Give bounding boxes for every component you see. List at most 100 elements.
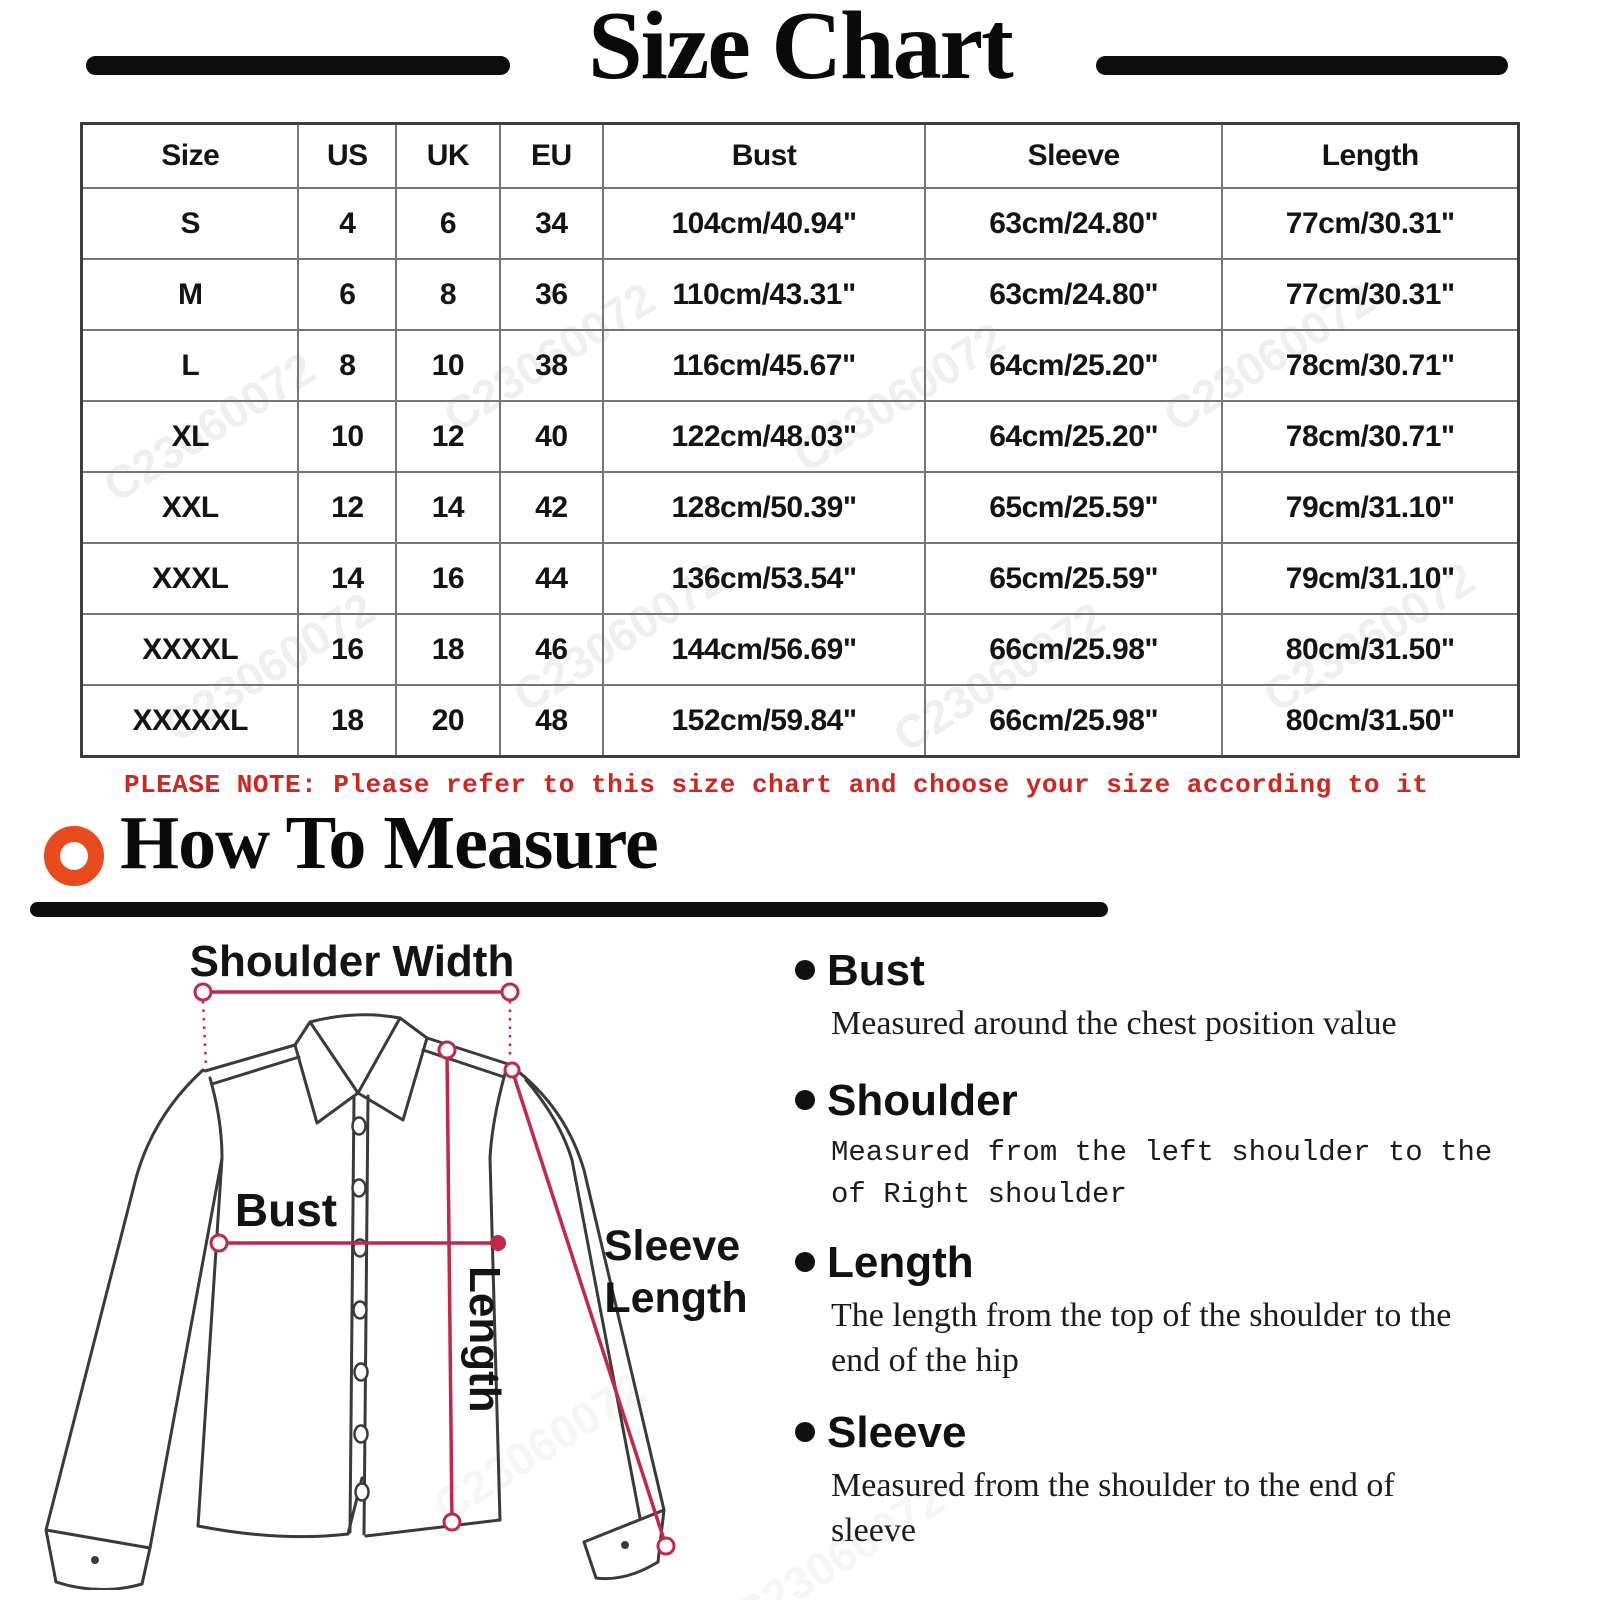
measure-item-description: Measured from the shoulder to the end of… — [831, 1467, 1395, 1549]
table-cell: 38 — [498, 329, 605, 402]
title-rule-right — [1096, 56, 1508, 75]
bullet-icon — [795, 1422, 815, 1442]
table-cell: M — [80, 258, 300, 331]
table-cell: 116cm/45.67" — [602, 329, 926, 402]
table-row: XXL 12 14 42 128cm/50.39" 65cm/25.59" 79… — [80, 471, 1520, 544]
sleeve-length-label-line1: Sleeve — [604, 1222, 740, 1270]
length-line — [445, 1051, 454, 1523]
table-cell: 63cm/24.80" — [923, 187, 1224, 260]
col-header-eu: EU — [498, 122, 605, 189]
col-header-uk: UK — [395, 122, 501, 189]
table-cell: 78cm/30.71" — [1221, 329, 1520, 402]
table-cell: 110cm/43.31" — [602, 258, 926, 331]
shirt-measure-diagram: Shoulder Width Bust Sleeve Length Length — [44, 937, 748, 1590]
table-cell: 8 — [297, 329, 398, 402]
table-cell: 20 — [395, 684, 501, 758]
table-cell: 6 — [297, 258, 398, 331]
table-row: XL 10 12 40 122cm/48.03" 64cm/25.20" 78c… — [80, 400, 1520, 473]
table-cell: 79cm/31.10" — [1221, 471, 1520, 544]
measure-item-description: Measured from the left shoulder to the o… — [831, 1136, 1493, 1212]
table-cell: 16 — [297, 613, 398, 686]
table-cell: 40 — [498, 400, 605, 473]
measure-item-label: Length — [827, 1238, 974, 1287]
table-cell: 12 — [297, 471, 398, 544]
table-cell: 18 — [395, 613, 501, 686]
table-cell: 80cm/31.50" — [1221, 613, 1520, 686]
table-row: XXXXXL 18 20 48 152cm/59.84" 66cm/25.98"… — [80, 684, 1520, 758]
measure-item-label: Sleeve — [827, 1408, 967, 1457]
measure-lines — [193, 982, 676, 1556]
sleeve-length-label-line2: Length — [604, 1274, 747, 1322]
table-cell: 65cm/25.59" — [923, 542, 1224, 615]
table-cell: 144cm/56.69" — [602, 613, 926, 686]
col-header-size: Size — [80, 122, 300, 189]
col-header-length: Length — [1221, 122, 1520, 189]
table-cell: XL — [80, 400, 300, 473]
table-cell: 48 — [498, 684, 605, 758]
table-row: M 6 8 36 110cm/43.31" 63cm/24.80" 77cm/3… — [80, 258, 1520, 331]
bullet-icon — [795, 1252, 815, 1272]
table-cell: S — [80, 187, 300, 260]
table-row: S 4 6 34 104cm/40.94" 63cm/24.80" 77cm/3… — [80, 187, 1520, 260]
table-header-row: Size US UK EU Bust Sleeve Length — [80, 122, 1520, 189]
table-cell: 8 — [395, 258, 501, 331]
size-note: PLEASE NOTE: Please refer to this size c… — [124, 770, 1429, 800]
table-row: XXXXL 16 18 46 144cm/56.69" 66cm/25.98" … — [80, 613, 1520, 686]
col-header-bust: Bust — [602, 122, 926, 189]
how-to-measure-heading: How To Measure — [120, 801, 659, 885]
sleeve-length-line — [510, 1069, 668, 1547]
table-cell: 10 — [395, 329, 501, 402]
table-cell: 66cm/25.98" — [923, 613, 1224, 686]
table-cell: 18 — [297, 684, 398, 758]
table-row: XXXL 14 16 44 136cm/53.54" 65cm/25.59" 7… — [80, 542, 1520, 615]
table-cell: 6 — [395, 187, 501, 260]
bullet-icon — [795, 960, 815, 980]
table-cell: 44 — [498, 542, 605, 615]
table-cell: 10 — [297, 400, 398, 473]
shirt-outline — [44, 1013, 666, 1590]
table-cell: 46 — [498, 613, 605, 686]
table-cell: 34 — [498, 187, 605, 260]
length-label-rotated: Length — [460, 1266, 509, 1413]
bust-label: Bust — [235, 1184, 337, 1236]
measure-item-label: Shoulder — [827, 1076, 1018, 1125]
measure-item-length: Length The length from the top of the sh… — [795, 1238, 1495, 1384]
table-cell: 78cm/30.71" — [1221, 400, 1520, 473]
table-cell: 63cm/24.80" — [923, 258, 1224, 331]
table-cell: L — [80, 329, 300, 402]
table-cell: 4 — [297, 187, 398, 260]
bullet-icon — [795, 1090, 815, 1110]
table-cell: XXL — [80, 471, 300, 544]
table-cell: 136cm/53.54" — [602, 542, 926, 615]
table-cell: 77cm/30.31" — [1221, 258, 1520, 331]
table-cell: 65cm/25.59" — [923, 471, 1224, 544]
measure-item-label: Bust — [827, 946, 925, 995]
table-cell: 42 — [498, 471, 605, 544]
col-header-us: US — [297, 122, 398, 189]
measure-item-sleeve: Sleeve Measured from the shoulder to the… — [795, 1408, 1495, 1554]
table-cell: 64cm/25.20" — [923, 329, 1224, 402]
table-cell: 64cm/25.20" — [923, 400, 1224, 473]
page-title: Size Chart — [588, 0, 1014, 100]
size-table: Size US UK EU Bust Sleeve Length S 4 6 3… — [80, 122, 1520, 758]
measure-item-description: Measured around the chest position value — [831, 1005, 1397, 1042]
table-cell: 122cm/48.03" — [602, 400, 926, 473]
table-cell: XXXXL — [80, 613, 300, 686]
title-rule-left — [86, 56, 510, 75]
table-cell: 12 — [395, 400, 501, 473]
table-cell: 79cm/31.10" — [1221, 542, 1520, 615]
table-cell: 152cm/59.84" — [602, 684, 926, 758]
table-cell: XXXL — [80, 542, 300, 615]
table-cell: 80cm/31.50" — [1221, 684, 1520, 758]
table-cell: XXXXXL — [80, 684, 300, 758]
measure-item-bust: Bust Measured around the chest position … — [795, 946, 1495, 1047]
table-cell: 14 — [395, 471, 501, 544]
col-header-sleeve: Sleeve — [923, 122, 1224, 189]
diagram-labels: Shoulder Width Bust Sleeve Length Length — [190, 937, 748, 1413]
table-cell: 66cm/25.98" — [923, 684, 1224, 758]
ring-bullet-icon — [44, 826, 104, 886]
measure-item-shoulder: Shoulder Measured from the left shoulder… — [795, 1076, 1495, 1216]
measure-item-description: The length from the top of the shoulder … — [831, 1297, 1452, 1379]
shoulder-width-label: Shoulder Width — [190, 937, 515, 986]
